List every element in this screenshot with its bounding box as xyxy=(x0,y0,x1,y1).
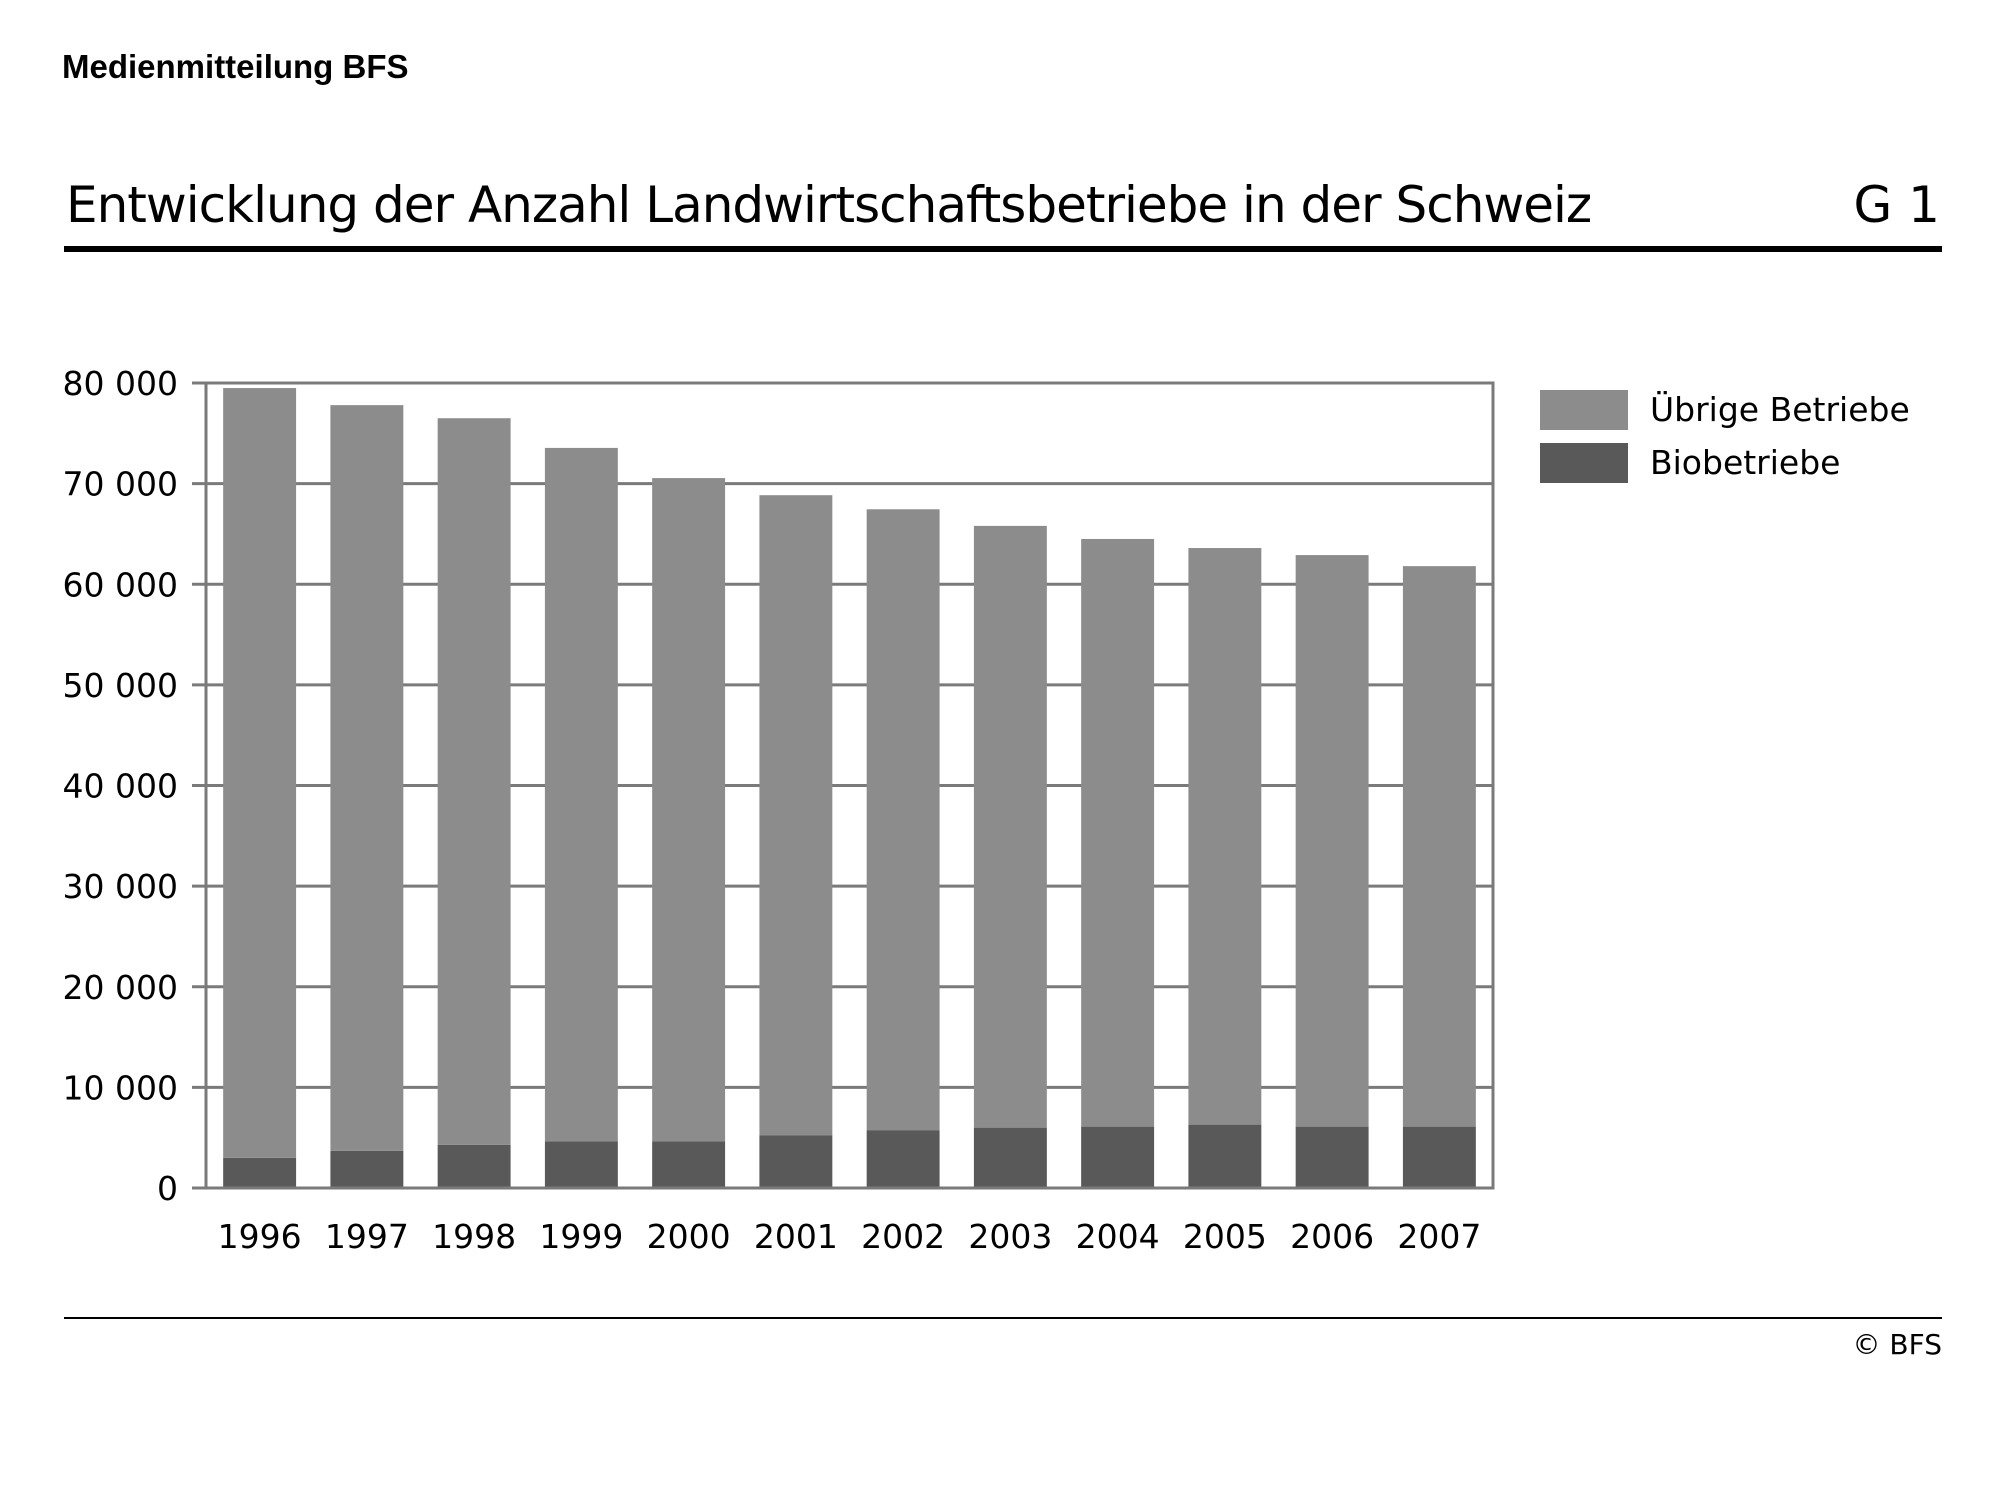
bar-uebrige-betriebe-2001 xyxy=(759,495,833,1136)
x-tick-label: 2005 xyxy=(1183,1217,1267,1256)
bar-uebrige-betriebe-2005 xyxy=(1188,548,1262,1125)
bar-biobetriebe-2007 xyxy=(1402,1126,1476,1188)
x-tick-label: 1999 xyxy=(539,1217,623,1256)
bar-chart: 0 10 000 20 000 30 000 40 000 50 000 60 000 70 … xyxy=(63,364,1910,1256)
bar-biobetriebe-1999 xyxy=(544,1141,618,1188)
legend-swatch xyxy=(1540,390,1628,430)
y-tick-label: 30 000 xyxy=(63,867,178,906)
copyright: © BFS xyxy=(1852,1328,1943,1361)
bar-uebrige-betriebe-1998 xyxy=(437,418,511,1145)
bar-biobetriebe-2006 xyxy=(1295,1126,1369,1188)
y-tick-label: 50 000 xyxy=(63,666,178,705)
x-tick-label: 2004 xyxy=(1076,1217,1160,1256)
x-tick-label: 2006 xyxy=(1290,1217,1374,1256)
x-tick-label: 2000 xyxy=(647,1217,731,1256)
y-tick-label: 60 000 xyxy=(63,565,178,604)
bar-uebrige-betriebe-2004 xyxy=(1081,538,1155,1127)
grid-layer xyxy=(206,482,1493,1089)
bar-uebrige-betriebe-2007 xyxy=(1402,566,1476,1127)
bar-uebrige-betriebe-1999 xyxy=(544,447,618,1142)
y-tick-label: 80 000 xyxy=(63,364,178,403)
bar-uebrige-betriebe-2002 xyxy=(866,509,940,1131)
x-tick-label: 1998 xyxy=(432,1217,516,1256)
bar-biobetriebe-2001 xyxy=(759,1135,833,1188)
bar-uebrige-betriebe-1997 xyxy=(330,405,404,1151)
bar-uebrige-betriebe-1996 xyxy=(223,388,297,1158)
chart-title: Entwicklung der Anzahl Landwirtschaftsbe… xyxy=(66,176,1592,234)
plot-frame xyxy=(204,381,1495,1190)
y-tick-label: 70 000 xyxy=(63,465,178,504)
legend: Übrige Betriebe Biobetriebe xyxy=(1540,389,1910,483)
bar-biobetriebe-1998 xyxy=(437,1144,511,1188)
bar-biobetriebe-1997 xyxy=(330,1150,404,1188)
bar-uebrige-betriebe-2006 xyxy=(1295,555,1369,1127)
axis-layer: 0 10 000 20 000 30 000 40 000 50 000 60 000 70 … xyxy=(63,364,1495,1256)
title-rule xyxy=(64,246,1942,252)
y-tick-label: 20 000 xyxy=(63,968,178,1007)
bar-biobetriebe-2004 xyxy=(1081,1126,1155,1188)
x-tick-label: 1997 xyxy=(325,1217,409,1256)
bar-uebrige-betriebe-2003 xyxy=(973,525,1047,1128)
bar-biobetriebe-2002 xyxy=(866,1130,940,1188)
legend-swatch xyxy=(1540,443,1628,483)
header-label: Medienmitteilung BFS xyxy=(62,48,409,85)
x-tick-label: 2003 xyxy=(968,1217,1052,1256)
legend-label: Übrige Betriebe xyxy=(1650,389,1910,429)
bar-biobetriebe-2000 xyxy=(652,1141,726,1188)
bars-layer xyxy=(223,388,1476,1188)
bar-uebrige-betriebe-2000 xyxy=(652,478,726,1142)
bar-biobetriebe-2003 xyxy=(973,1127,1047,1188)
y-tick-label: 40 000 xyxy=(63,767,178,806)
footer-rule xyxy=(64,1317,1942,1319)
x-tick-label: 2002 xyxy=(861,1217,945,1256)
x-tick-label: 2007 xyxy=(1397,1217,1481,1256)
x-tick-label: 1996 xyxy=(218,1217,302,1256)
y-tick-label: 0 xyxy=(157,1169,178,1208)
legend-label: Biobetriebe xyxy=(1650,443,1840,482)
bar-biobetriebe-2005 xyxy=(1188,1124,1262,1188)
y-tick-label: 10 000 xyxy=(63,1068,178,1107)
x-tick-label: 2001 xyxy=(754,1217,838,1256)
bar-biobetriebe-1996 xyxy=(223,1157,297,1188)
chart-code: G 1 xyxy=(1853,176,1940,234)
